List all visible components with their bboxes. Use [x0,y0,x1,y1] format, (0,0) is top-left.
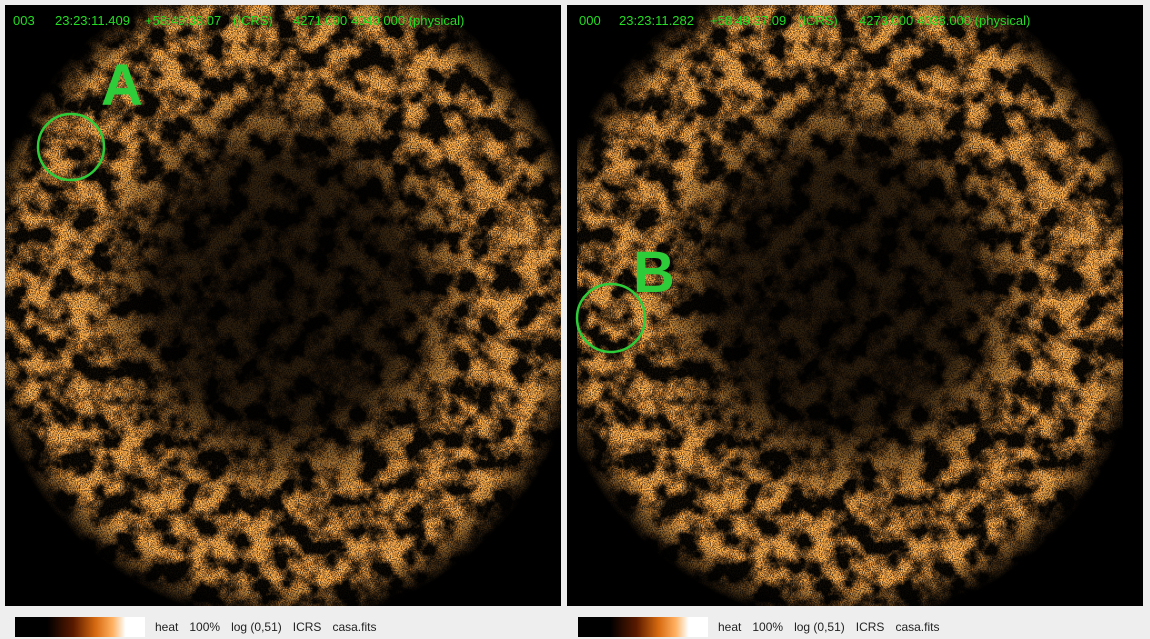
region-label: B [633,240,675,305]
coord-system: (ICRS) [233,13,273,28]
status-bar: heat 100% log (0,51) ICRS casa.fits [15,616,387,638]
frame-number: 000 [579,13,601,28]
image-panel: 003 23:23:11.409 +58:49:38.07 (ICRS) 427… [5,5,561,606]
system: ICRS [855,620,885,634]
dec: +58:49:38.07 [145,13,221,28]
file: casa.fits [895,620,940,634]
region-circle[interactable] [575,282,647,354]
scale: log (0,51) [794,620,845,634]
file: casa.fits [332,620,377,634]
colorbar [15,617,145,637]
system: ICRS [292,620,322,634]
colorbar [578,617,708,637]
status-bar: heat 100% log (0,51) ICRS casa.fits [578,616,950,638]
scale: log (0,51) [231,620,282,634]
zoom: 100% [189,620,221,634]
coord-system: (ICRS) [798,13,838,28]
image-panel: 000 23:23:11.282 +58:49:37.09 (ICRS) 427… [567,5,1143,606]
zoom: 100% [752,620,784,634]
region-circle[interactable] [36,112,106,182]
frame-number: 003 [13,13,35,28]
ra: 23:23:11.282 [619,13,694,28]
region-label: A [101,53,143,118]
nebula-image [577,5,1133,606]
nebula-image [5,5,561,606]
colormap: heat [155,620,179,634]
physical-coords: 4271.000 4040.000 (physical) [293,13,464,28]
ra: 23:23:11.409 [55,13,130,28]
physical-coords: 4273.000 4038.000 (physical) [859,13,1030,28]
dec: +58:49:37.09 [710,13,786,28]
colormap: heat [718,620,742,634]
